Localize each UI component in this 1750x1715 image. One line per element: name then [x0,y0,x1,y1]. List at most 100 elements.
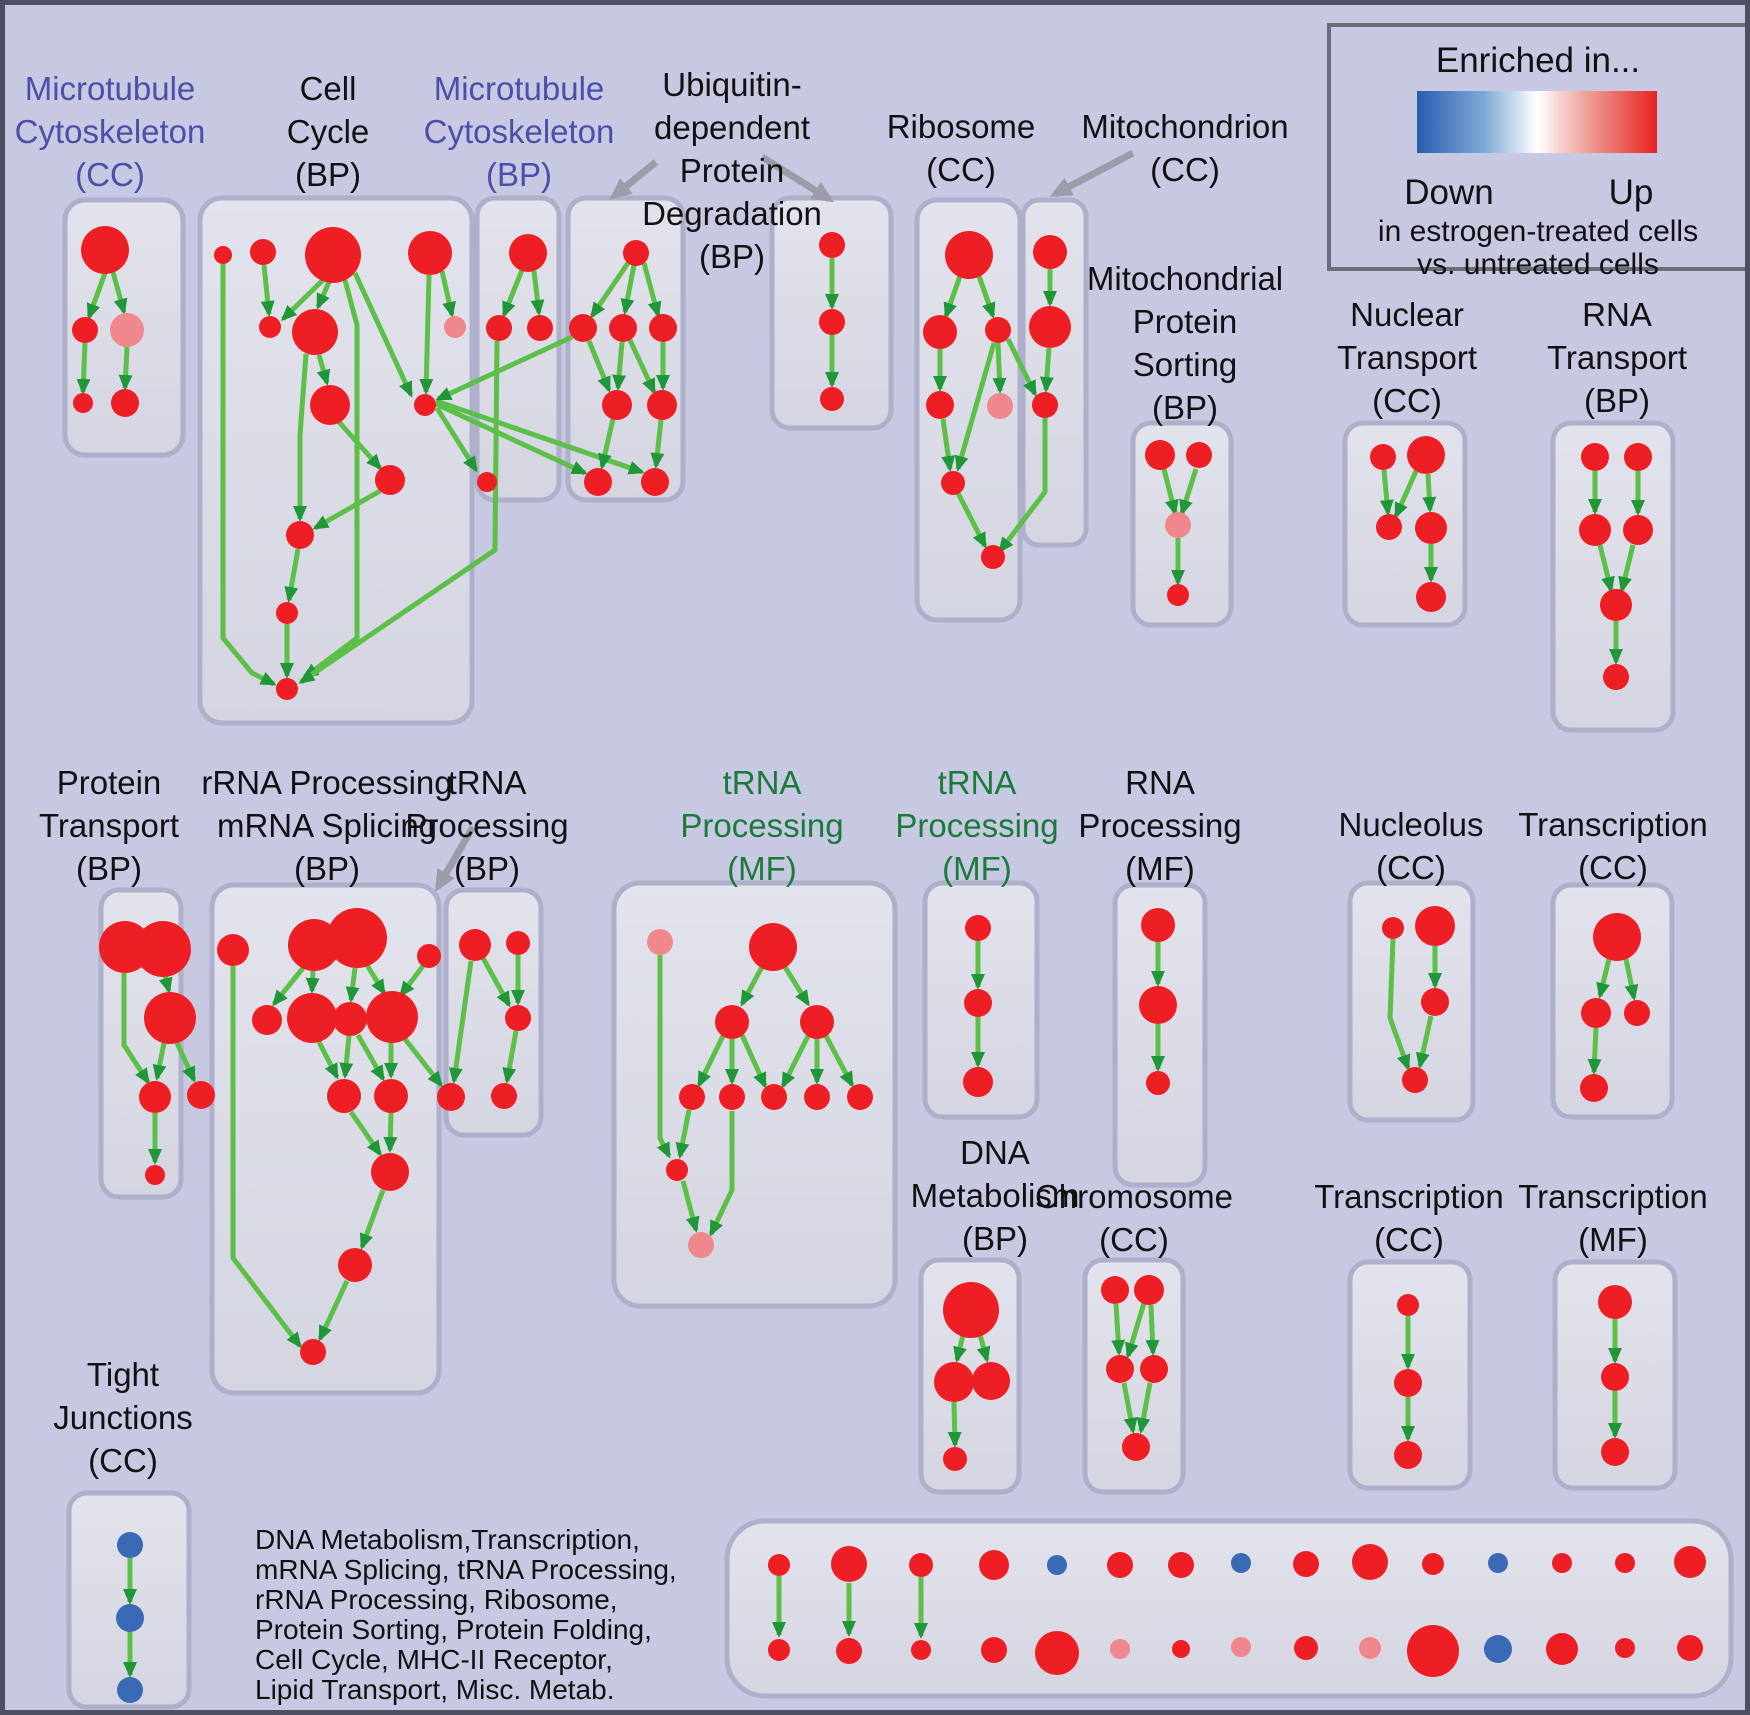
go-term-node [1601,1438,1629,1466]
go-term-node [506,931,530,955]
cluster-label-line: Cell [299,70,357,107]
go-term-node [768,1554,790,1576]
legend-down-label: Down [1404,173,1494,212]
relation-edge-arrow [1145,1304,1160,1356]
relation-edge-arrow [627,338,657,395]
go-term-node [761,1084,787,1110]
go-term-node [1600,589,1632,621]
go-term-node [81,226,129,274]
go-term-node [1293,1551,1319,1577]
go-term-node [408,231,452,275]
relation-edge-arrow [230,966,302,1349]
go-term-node [505,1005,531,1031]
cluster-label-line: Processing [680,807,844,844]
relation-edge-arrow [598,418,616,470]
go-term-node [1141,908,1175,942]
go-term-node [444,316,466,338]
go-term-node [72,317,98,343]
relation-edge-arrow [352,271,414,398]
relation-edge-arrow [586,340,612,393]
go-term-node [715,1005,749,1039]
relation-edge-arrow [345,967,360,1003]
go-term-node [1168,1552,1194,1578]
go-term-node [187,1081,215,1109]
misc-text-line: Lipid Transport, Misc. Metab. [255,1674,615,1705]
go-term-node [1122,1433,1150,1461]
cluster-label-line: Cytoskeleton [423,113,615,150]
relation-edge-arrow [1111,1303,1126,1356]
relation-edge-arrow [174,1041,197,1083]
misc-text-line: Protein Sorting, Protein Folding, [255,1614,652,1645]
relation-edge-arrow [1161,468,1179,516]
relation-edge-arrow [696,1034,726,1088]
cluster-label-rrna-processing-mrna-splicing-bp: rRNA Processing mRNA Splicing (BP) [201,761,452,890]
cluster-label-mitochondrion-cc: Mitochondrion (CC) [1081,105,1288,191]
relation-edge-arrow [260,264,275,317]
relation-edge-arrow [739,1033,768,1089]
relation-edge-arrow [1618,544,1636,593]
relation-edge-arrow [589,261,631,319]
cluster-label-cell-cycle-bp: Cell Cycle (BP) [287,67,370,196]
go-term-node [649,314,677,342]
cluster-label-line: Nuclear [1350,296,1464,333]
label-pointer-arrow [609,159,659,200]
cluster-label-chromosome-cc: Chromosome (CC) [1035,1175,1233,1261]
relation-edge-arrow [1596,958,1612,999]
go-term-node [569,314,597,342]
cluster-label-line: Mitochondrial [1086,260,1284,297]
go-term-node [819,309,845,335]
cluster-label-mitochondrial-protein-sorting-bp: Mitochondrial Protein Sorting (BP) [1087,257,1283,429]
go-term-node [623,240,649,266]
label-pointer-arrow [760,154,835,203]
cluster-label-line: Processing [895,807,1059,844]
go-term-node [1546,1633,1578,1665]
relation-edge-arrow [337,420,382,471]
go-term-node [1033,235,1067,269]
go-term-node [926,391,954,419]
go-term-node [310,385,350,425]
go-term-node [641,468,669,496]
relation-edge-arrow [305,970,320,994]
cluster-label-line: Transport [39,807,179,844]
go-term-node [214,246,232,264]
cluster-label-line: Metabolism [910,1177,1080,1214]
go-term-node [987,393,1013,419]
go-term-node [1421,988,1449,1016]
go-term-node [414,394,436,416]
cluster-label-line: (CC) [75,156,145,193]
cluster-box-misc-summary [724,1518,1734,1699]
cluster-label-line: tRNA [937,764,1017,801]
relation-edge-arrow [434,401,588,476]
cluster-label-line: (BP) [698,238,765,275]
go-term-node [1593,913,1641,961]
cluster-box-transcription-cc-1 [1550,882,1675,1120]
relation-edge-arrow [947,1401,962,1448]
go-term-node [688,1232,714,1258]
cluster-label-rna-processing-mf: RNA Processing (MF) [1078,761,1241,890]
go-term-node [366,991,418,1043]
go-term-node [1032,392,1058,418]
cluster-label-line: Tight [86,1356,160,1393]
go-term-node [1484,1635,1512,1663]
go-term-node [1615,1638,1635,1658]
relation-edge-arrow [782,965,811,1007]
go-term-node [1376,514,1402,540]
relation-edge-arrow [293,353,309,522]
relation-edge-arrow [152,1042,167,1081]
cluster-label-line: (BP) [961,1220,1028,1257]
go-term-node [609,314,637,342]
go-term-node [831,1546,867,1582]
cluster-label-protein-transport-bp: Protein Transport (BP) [39,761,179,890]
relation-edge-arrow [739,965,765,1007]
relation-edge-arrow [1597,544,1615,593]
relation-edge-arrow [359,1189,386,1250]
go-term-node [584,468,612,496]
relation-edge-arrow [1005,337,1038,397]
cluster-label-line: (CC) [1376,849,1446,886]
go-term-node [1674,1546,1706,1578]
go-term-node [981,1637,1007,1663]
go-term-node [459,929,491,961]
go-term-node [287,993,337,1043]
go-term-node [1146,1071,1170,1095]
